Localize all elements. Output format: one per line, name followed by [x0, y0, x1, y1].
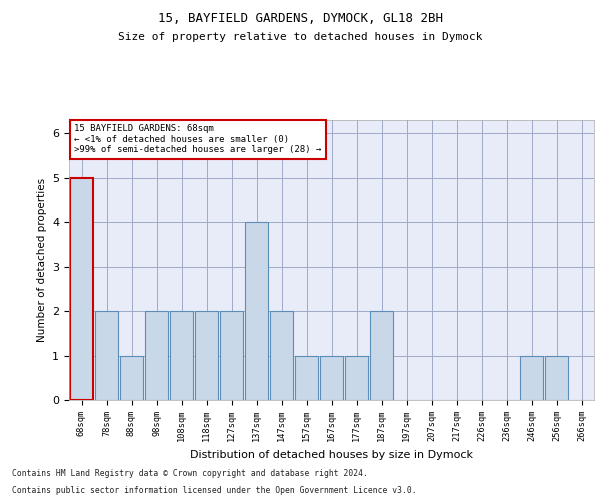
Text: Contains HM Land Registry data © Crown copyright and database right 2024.: Contains HM Land Registry data © Crown c…: [12, 468, 368, 477]
Bar: [295, 356, 318, 400]
Bar: [70, 178, 93, 400]
Text: 15 BAYFIELD GARDENS: 68sqm
← <1% of detached houses are smaller (0)
>99% of semi: 15 BAYFIELD GARDENS: 68sqm ← <1% of deta…: [74, 124, 322, 154]
Text: Size of property relative to detached houses in Dymock: Size of property relative to detached ho…: [118, 32, 482, 42]
Bar: [345, 356, 368, 400]
Bar: [320, 356, 343, 400]
Bar: [245, 222, 268, 400]
Bar: [220, 311, 243, 400]
Text: 15, BAYFIELD GARDENS, DYMOCK, GL18 2BH: 15, BAYFIELD GARDENS, DYMOCK, GL18 2BH: [157, 12, 443, 26]
Text: Contains public sector information licensed under the Open Government Licence v3: Contains public sector information licen…: [12, 486, 416, 495]
Bar: [545, 356, 568, 400]
Y-axis label: Number of detached properties: Number of detached properties: [37, 178, 47, 342]
X-axis label: Distribution of detached houses by size in Dymock: Distribution of detached houses by size …: [190, 450, 473, 460]
Bar: [95, 311, 118, 400]
Bar: [270, 311, 293, 400]
Bar: [170, 311, 193, 400]
Bar: [195, 311, 218, 400]
Bar: [145, 311, 168, 400]
Bar: [120, 356, 143, 400]
Bar: [370, 311, 393, 400]
Bar: [520, 356, 543, 400]
